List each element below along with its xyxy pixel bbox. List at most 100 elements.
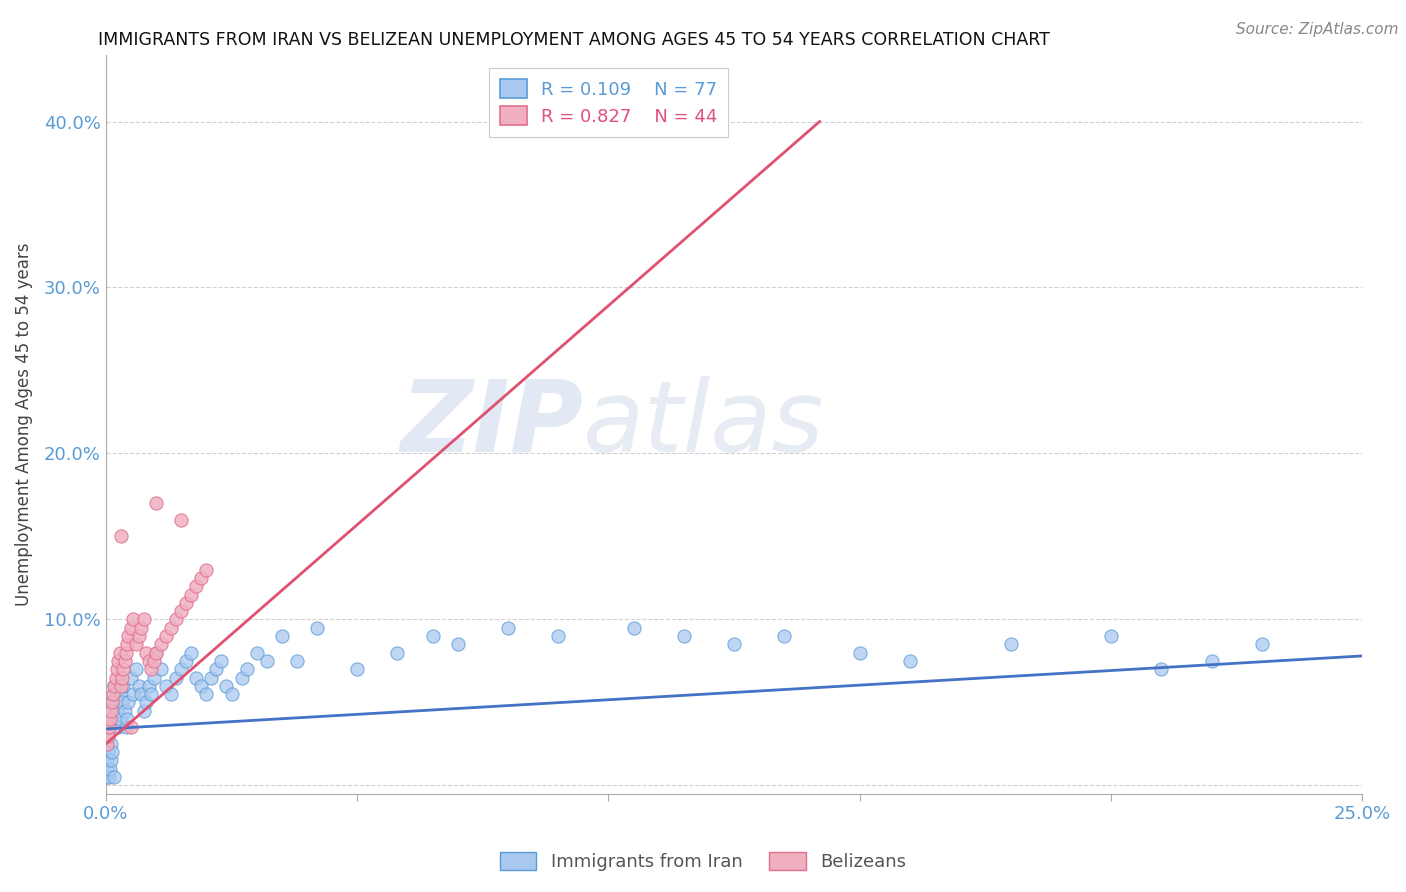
Point — [190, 571, 212, 585]
Point — [101, 712, 124, 726]
Point — [180, 646, 202, 660]
Point — [849, 646, 872, 660]
Point — [117, 695, 139, 709]
Point — [97, 720, 120, 734]
Point — [103, 770, 125, 784]
Point — [132, 704, 155, 718]
Point — [186, 579, 208, 593]
Text: atlas: atlas — [583, 376, 825, 473]
Point — [129, 687, 152, 701]
Point — [150, 637, 173, 651]
Point — [773, 629, 796, 643]
Point — [96, 754, 118, 768]
Point — [195, 563, 218, 577]
Point — [221, 687, 243, 701]
Point — [170, 662, 193, 676]
Point — [723, 637, 745, 651]
Point — [623, 621, 645, 635]
Point — [672, 629, 695, 643]
Point — [145, 646, 167, 660]
Point — [1150, 662, 1173, 676]
Point — [547, 629, 569, 643]
Point — [115, 646, 138, 660]
Point — [180, 588, 202, 602]
Point — [235, 662, 257, 676]
Point — [1000, 637, 1022, 651]
Legend: R = 0.109    N = 77, R = 0.827    N = 44: R = 0.109 N = 77, R = 0.827 N = 44 — [489, 68, 728, 136]
Point — [195, 687, 218, 701]
Point — [117, 637, 139, 651]
Point — [200, 671, 222, 685]
Point — [422, 629, 444, 643]
Point — [305, 621, 328, 635]
Point — [190, 679, 212, 693]
Point — [270, 629, 292, 643]
Legend: Immigrants from Iran, Belizeans: Immigrants from Iran, Belizeans — [494, 845, 912, 879]
Point — [103, 679, 125, 693]
Point — [98, 762, 121, 776]
Point — [97, 745, 120, 759]
Point — [142, 671, 165, 685]
Point — [447, 637, 470, 651]
Point — [145, 646, 167, 660]
Point — [186, 671, 208, 685]
Point — [170, 513, 193, 527]
Point — [108, 646, 131, 660]
Point — [174, 596, 197, 610]
Point — [110, 679, 132, 693]
Point — [96, 762, 118, 776]
Text: IMMIGRANTS FROM IRAN VS BELIZEAN UNEMPLOYMENT AMONG AGES 45 TO 54 YEARS CORRELAT: IMMIGRANTS FROM IRAN VS BELIZEAN UNEMPLO… — [98, 31, 1050, 49]
Point — [346, 662, 368, 676]
Point — [107, 704, 129, 718]
Point — [160, 621, 183, 635]
Point — [105, 662, 128, 676]
Point — [110, 687, 132, 701]
Point — [117, 629, 139, 643]
Point — [112, 662, 135, 676]
Point — [231, 671, 253, 685]
Point — [211, 654, 233, 668]
Point — [155, 629, 177, 643]
Point — [96, 729, 118, 743]
Point — [205, 662, 228, 676]
Point — [256, 654, 278, 668]
Point — [165, 612, 187, 626]
Point — [120, 621, 142, 635]
Text: Source: ZipAtlas.com: Source: ZipAtlas.com — [1236, 22, 1399, 37]
Point — [111, 695, 134, 709]
Point — [97, 770, 120, 784]
Point — [139, 687, 162, 701]
Point — [160, 687, 183, 701]
Point — [110, 529, 132, 543]
Point — [98, 720, 121, 734]
Point — [128, 679, 150, 693]
Point — [96, 737, 118, 751]
Y-axis label: Unemployment Among Ages 45 to 54 years: Unemployment Among Ages 45 to 54 years — [15, 243, 32, 607]
Point — [108, 712, 131, 726]
Point — [155, 679, 177, 693]
Point — [246, 646, 269, 660]
Point — [145, 496, 167, 510]
Point — [97, 729, 120, 743]
Point — [135, 695, 157, 709]
Point — [170, 604, 193, 618]
Point — [138, 679, 160, 693]
Point — [898, 654, 921, 668]
Text: ZIP: ZIP — [401, 376, 583, 473]
Point — [111, 671, 134, 685]
Point — [100, 737, 122, 751]
Point — [1251, 637, 1274, 651]
Point — [112, 679, 135, 693]
Point — [138, 654, 160, 668]
Point — [103, 695, 125, 709]
Point — [125, 662, 148, 676]
Point — [101, 695, 124, 709]
Point — [387, 646, 409, 660]
Point — [142, 654, 165, 668]
Point — [114, 654, 136, 668]
Point — [125, 637, 148, 651]
Point — [128, 629, 150, 643]
Point — [215, 679, 238, 693]
Point — [98, 712, 121, 726]
Point — [150, 662, 173, 676]
